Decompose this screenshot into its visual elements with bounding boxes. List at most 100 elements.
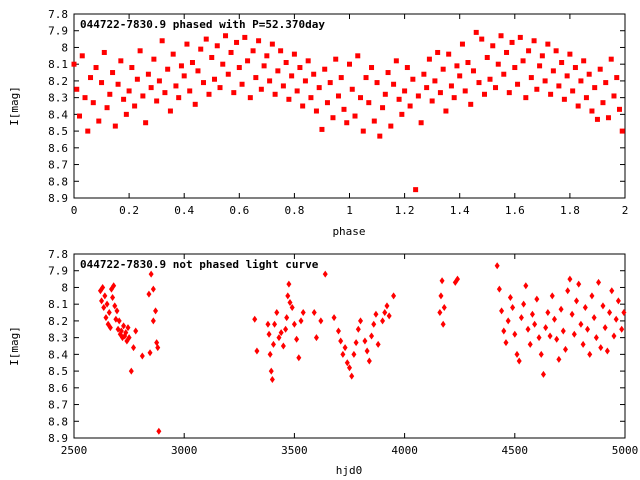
phased-data-point [283,60,289,66]
phased-data-point [344,120,350,126]
phased-x-tick-label: 1.4 [450,204,470,217]
phased-data-point [448,83,454,89]
phased-y-tick-label: 8.6 [48,142,68,155]
unphased-data-point [99,297,105,305]
unphased-x-tick-label: 2500 [61,444,88,457]
phased-data-point [145,71,151,77]
phased-data-point [611,93,617,99]
phased-data-point [101,49,107,55]
unphased-data-point [569,310,575,318]
unphased-data-point [146,290,152,298]
phased-data-point [349,86,355,92]
unphased-data-point [252,315,258,323]
phased-data-point [308,95,314,101]
phased-data-point [446,51,452,57]
phased-data-point [391,81,397,87]
phased-data-point [327,80,333,86]
unphased-data-point [294,335,300,343]
phased-data-point [498,33,504,39]
phased-chart-title: 044722-7830.9 phased with P=52.370day [80,18,325,31]
unphased-data-point [266,330,272,338]
unphased-data-point [454,275,460,283]
unphased-data-point [156,427,162,435]
unphased-data-point [607,309,613,317]
phased-data-point [132,103,138,109]
unphased-data-point [545,309,551,317]
unphased-data-point [285,292,291,300]
phased-data-point [253,75,259,81]
phased-x-tick-label: 1.2 [395,204,415,217]
phased-data-point [82,95,88,101]
phased-data-point [542,78,548,84]
phased-data-point [96,118,102,124]
phased-data-point [545,41,551,47]
unphased-data-point [615,297,621,305]
unphased-y-tick-label: 8.9 [48,432,68,445]
phased-data-point [556,83,562,89]
phased-data-point [473,29,479,35]
phased-data-point [341,106,347,112]
phased-data-point [393,58,399,64]
phased-data-point [603,80,609,86]
unphased-data-point [102,292,108,300]
phased-data-point [509,39,515,45]
phased-data-point [278,48,284,54]
phased-data-point [173,83,179,89]
unphased-data-point [106,309,112,317]
phased-data-point [118,58,124,64]
phased-data-point [407,103,413,109]
unphased-data-point [604,347,610,355]
unphased-data-point [364,347,370,355]
unphased-data-point [272,320,278,328]
unphased-y-tick-label: 8.6 [48,382,68,395]
phased-plot-frame [73,13,626,199]
unphased-x-tick-label: 4500 [502,444,529,457]
unphased-data-point [100,283,106,291]
phased-data-point [426,56,432,62]
phased-data-point [297,65,303,71]
phased-data-point [228,49,234,55]
phased-x-tick-label: 2 [622,204,629,217]
unphased-data-point [593,334,599,342]
phased-data-point [247,95,253,101]
unphased-data-point [529,310,535,318]
unphased-data-point [131,344,137,352]
phased-data-point [421,71,427,77]
phased-data-point [187,88,193,94]
unphased-data-point [283,325,289,333]
unphased-data-point [150,285,156,293]
phased-data-point [572,65,578,71]
phased-data-point [481,91,487,97]
phased-y-tick-label: 8.1 [48,58,68,71]
unphased-x-tick-label: 3500 [281,444,308,457]
phased-data-point [275,68,281,74]
phased-data-point [369,65,375,71]
unphased-y-tick-label: 8.4 [48,348,68,361]
phased-data-point [567,51,573,57]
unphased-data-point [147,349,153,357]
phased-data-point [388,123,394,129]
unphased-data-point [355,325,361,333]
phased-data-point [71,61,77,67]
phased-data-point [528,75,534,81]
unphased-data-point [340,350,346,358]
phased-data-point [333,56,339,62]
phased-y-tick-label: 8.3 [48,92,68,105]
unphased-data-point [580,340,586,348]
unphased-y-tick-label: 7.8 [48,248,68,261]
phased-data-point [154,98,160,104]
phased-data-point [506,90,512,96]
unphased-data-point [311,309,317,317]
phased-data-point [234,39,240,45]
phased-data-point [225,71,231,77]
unphased-data-point [510,304,516,312]
phased-y-axis-label: I[mag] [8,86,21,126]
unphased-data-point [112,302,118,310]
phased-data-point [578,78,584,84]
phased-data-point [404,65,410,71]
phased-data-point [517,34,523,40]
phased-data-point [575,103,581,109]
unphased-point-group [97,262,627,435]
phased-data-point [432,78,438,84]
